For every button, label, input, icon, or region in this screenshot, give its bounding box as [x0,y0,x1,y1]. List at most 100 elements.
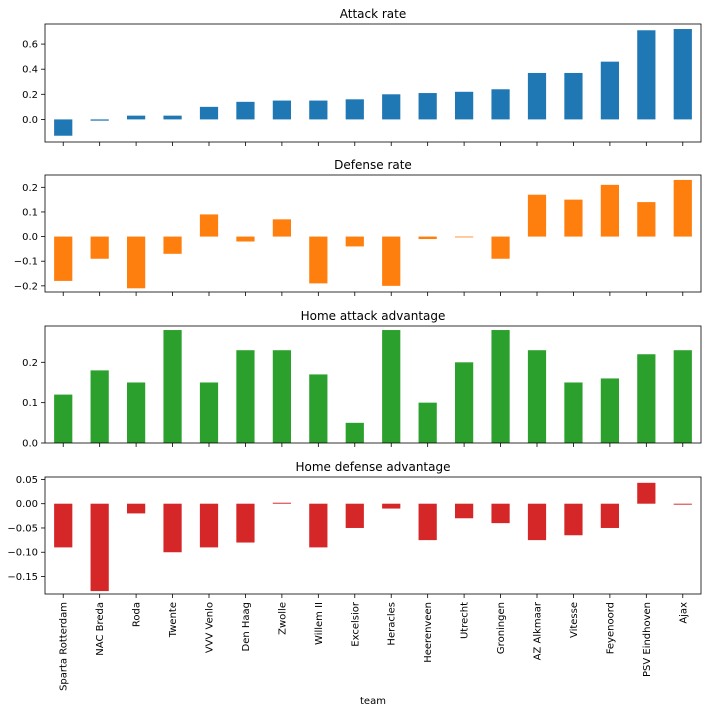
y-tick-label: −0.10 [7,548,38,559]
bar [236,503,255,543]
panel-title: Defense rate [334,158,412,172]
bar [527,72,547,120]
bar [345,503,364,528]
bar [527,503,547,541]
y-tick-label: 0.05 [16,475,38,486]
axes-frame [44,23,702,143]
y-tick-label: 0.0 [22,439,38,450]
axes-frame [44,174,702,293]
y-tick-label: 0.1 [22,207,38,218]
bar [491,236,510,259]
bar [418,93,437,120]
bar [309,100,328,120]
bar [127,115,146,120]
y-tick-label: 0.2 [22,183,38,194]
bar [90,503,109,592]
y-tick-label: −0.15 [7,572,38,583]
bar [418,503,437,541]
bar [382,94,401,120]
y-tick-label: 0.00 [16,499,38,510]
bar [54,503,73,548]
y-tick-label: 0.2 [22,90,38,101]
bar [600,61,619,120]
x-tick-label: PSV Eindhoven [642,602,653,677]
bar [673,350,692,443]
bar [564,503,583,536]
x-tick-label: AZ Alkmaar [533,601,544,660]
panel-title: Home attack advantage [301,309,446,323]
y-tick-label: 0.1 [22,398,38,409]
bar [163,236,182,254]
bar [345,422,364,443]
bar [564,382,583,443]
x-tick-label: Willem II [314,602,325,645]
bar [54,394,73,443]
bar [527,350,547,443]
bar [637,202,656,237]
bar [127,503,146,514]
bar [90,370,109,443]
bar [455,91,474,120]
bar [455,236,474,238]
bar [637,482,656,504]
x-tick-label: Twente [168,602,179,638]
bar [127,382,146,443]
x-tick-label: Sparta Rotterdam [59,602,70,691]
x-tick-label: Vitesse [569,602,580,638]
bar [673,179,692,237]
bar [382,503,401,509]
panel-title: Attack rate [340,7,407,21]
x-tick-label: Groningen [496,602,507,654]
axes-frame [44,325,702,444]
bar [600,184,619,237]
bar [418,236,437,240]
x-tick-label: Utrecht [460,602,471,639]
bar [127,236,146,289]
axes-frame [44,476,702,595]
bar [455,362,474,443]
bar [199,503,219,548]
bar [564,72,583,120]
bar [345,236,364,247]
x-tick-label: Ajax [678,602,689,624]
bar [527,194,547,237]
bar [637,30,656,120]
bar [418,402,437,443]
bar [236,350,255,443]
bar [309,236,328,284]
bar [673,503,692,505]
x-tick-label: Zwolle [277,602,288,635]
x-tick-label: NAC Breda [95,602,106,656]
y-tick-label: −0.05 [7,523,38,534]
bar [345,99,364,120]
x-axis-label: team [360,696,386,707]
x-tick-label: Excelsior [350,601,361,647]
y-tick-label: 0.0 [22,232,38,243]
bar [455,503,474,519]
y-tick-label: 0.2 [22,358,38,369]
x-tick-label: VVV Venlo [205,602,216,653]
bar [236,101,255,120]
bar [90,236,109,259]
bar [90,119,109,121]
y-tick-label: 0.6 [22,40,38,51]
bar [199,382,219,443]
bar [309,503,328,548]
bar [564,199,583,237]
bar [272,350,291,443]
bar [309,374,328,443]
bar [491,503,510,524]
bar [272,502,291,504]
bar [382,236,401,286]
bar [673,29,692,120]
y-tick-label: 0.4 [22,65,38,76]
x-tick-label: Heerenveen [423,602,434,663]
bar [54,236,73,281]
bar [163,503,182,553]
bar [491,89,510,120]
bar [272,219,291,237]
x-tick-label: Roda [132,602,143,627]
bar [600,378,619,443]
